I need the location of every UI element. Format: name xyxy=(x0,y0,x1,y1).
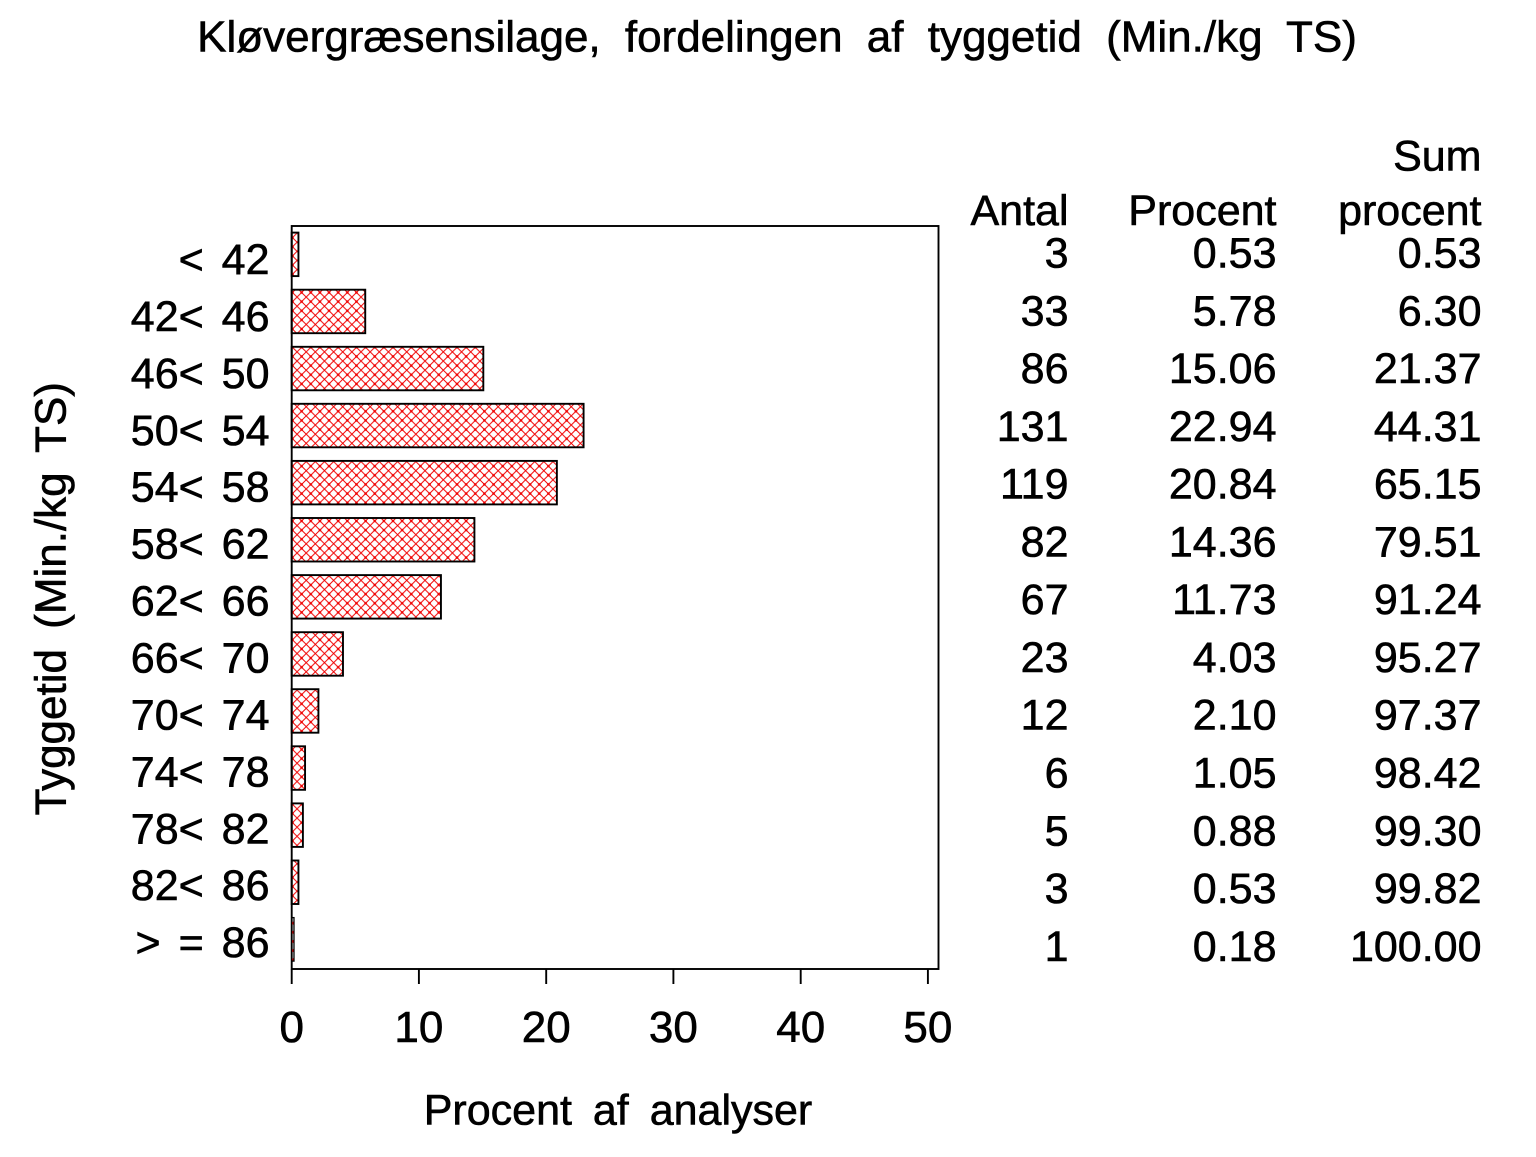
svg-text:22.94: 22.94 xyxy=(1169,403,1277,451)
svg-text:11.73: 11.73 xyxy=(1172,576,1276,624)
svg-text:12: 12 xyxy=(1021,692,1069,740)
svg-text:78< 82: 78< 82 xyxy=(131,805,270,853)
svg-text:15.06: 15.06 xyxy=(1169,345,1277,393)
svg-text:79.51: 79.51 xyxy=(1374,518,1482,566)
svg-text:33: 33 xyxy=(1021,287,1069,335)
svg-text:82: 82 xyxy=(1021,518,1069,566)
svg-text:20.84: 20.84 xyxy=(1169,461,1277,509)
svg-text:6: 6 xyxy=(1045,750,1069,798)
svg-text:119: 119 xyxy=(1000,461,1069,509)
svg-text:21.37: 21.37 xyxy=(1374,345,1482,393)
svg-text:23: 23 xyxy=(1021,634,1069,682)
svg-text:46< 50: 46< 50 xyxy=(131,350,270,398)
svg-text:95.27: 95.27 xyxy=(1374,634,1482,682)
svg-text:82< 86: 82< 86 xyxy=(131,862,270,910)
svg-text:6.30: 6.30 xyxy=(1398,287,1482,335)
svg-text:1: 1 xyxy=(1045,923,1069,971)
svg-text:42< 46: 42< 46 xyxy=(131,293,270,341)
svg-text:0.53: 0.53 xyxy=(1398,230,1482,278)
svg-text:50< 54: 50< 54 xyxy=(131,407,270,455)
svg-text:67: 67 xyxy=(1021,576,1069,624)
svg-text:30: 30 xyxy=(649,1003,698,1052)
svg-text:131: 131 xyxy=(997,403,1069,451)
svg-text:100.00: 100.00 xyxy=(1350,923,1482,971)
svg-text:74< 78: 74< 78 xyxy=(131,748,270,796)
svg-text:54< 58: 54< 58 xyxy=(131,464,270,512)
svg-text:4.03: 4.03 xyxy=(1193,634,1277,682)
svg-text:0.18: 0.18 xyxy=(1193,923,1277,971)
svg-text:99.30: 99.30 xyxy=(1374,807,1482,855)
svg-text:14.36: 14.36 xyxy=(1169,518,1277,566)
svg-text:99.82: 99.82 xyxy=(1374,865,1482,913)
svg-text:86: 86 xyxy=(1021,345,1069,393)
svg-text:0.53: 0.53 xyxy=(1193,230,1277,278)
svg-text:Tyggetid (Min./kg TS): Tyggetid (Min./kg TS) xyxy=(27,382,76,815)
svg-text:0: 0 xyxy=(279,1003,303,1052)
svg-text:Procent: Procent xyxy=(1128,187,1276,235)
svg-text:44.31: 44.31 xyxy=(1374,403,1482,451)
svg-text:Procent af analyser: Procent af analyser xyxy=(424,1087,812,1135)
svg-text:62< 66: 62< 66 xyxy=(131,578,270,626)
svg-text:97.37: 97.37 xyxy=(1374,692,1482,740)
svg-text:0.88: 0.88 xyxy=(1193,807,1277,855)
svg-text:20: 20 xyxy=(522,1003,571,1052)
svg-text:70< 74: 70< 74 xyxy=(131,691,270,739)
svg-text:procent: procent xyxy=(1338,187,1481,235)
svg-text:Antal: Antal xyxy=(970,187,1068,235)
svg-text:65.15: 65.15 xyxy=(1374,461,1482,509)
svg-text:50: 50 xyxy=(903,1003,952,1052)
svg-text:Sum: Sum xyxy=(1393,132,1481,180)
svg-text:58< 62: 58< 62 xyxy=(131,521,270,569)
svg-text:5: 5 xyxy=(1045,807,1069,855)
svg-text:98.42: 98.42 xyxy=(1374,750,1482,798)
svg-text:91.24: 91.24 xyxy=(1374,576,1482,624)
svg-text:10: 10 xyxy=(394,1003,443,1052)
svg-text:> = 86: > = 86 xyxy=(136,919,270,967)
svg-text:0.53: 0.53 xyxy=(1193,865,1277,913)
svg-text:3: 3 xyxy=(1045,865,1069,913)
svg-text:66< 70: 66< 70 xyxy=(131,635,270,683)
svg-text:1.05: 1.05 xyxy=(1193,750,1277,798)
svg-text:Kløvergræsensilage, fordelinge: Kløvergræsensilage, fordelingen af tygge… xyxy=(197,13,1357,62)
svg-text:40: 40 xyxy=(776,1003,825,1052)
svg-text:5.78: 5.78 xyxy=(1193,287,1277,335)
svg-text:2.10: 2.10 xyxy=(1193,692,1277,740)
svg-text:3: 3 xyxy=(1045,230,1069,278)
svg-text:< 42: < 42 xyxy=(179,236,270,284)
